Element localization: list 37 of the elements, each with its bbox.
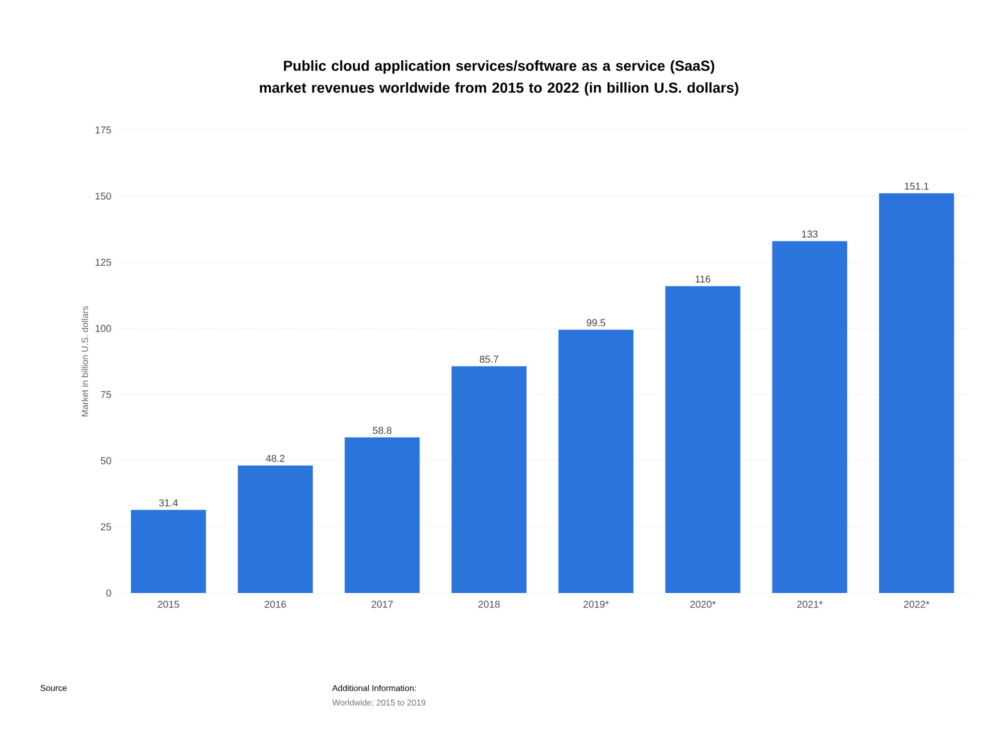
data-label: 151.1 [904,182,929,190]
y-tick-label: 0 [106,589,112,597]
data-label: 48.2 [266,454,285,462]
x-tick-label: 2017 [372,600,393,608]
x-tick-label: 2022* [904,600,930,608]
y-tick-label: 50 [100,457,112,464]
data-label: 99.5 [586,319,606,326]
bar [238,465,313,593]
bar [452,366,527,593]
chart-title: Public cloud application services/software as a service (SaaS) market revenues worldwide from 2015 to 2022 (in billion U.S. dollars) [260,60,738,96]
bar [130,510,206,593]
y-axis-title: Market in billion U.S. dollars [81,306,88,416]
bar [665,286,740,593]
text: Additional Information: [332,684,416,692]
y-tick-label: 125 [96,258,112,266]
x-tick-label: 2018 [478,600,500,608]
data-label: 85.7 [480,356,498,363]
y-tick-label: 25 [100,523,112,530]
text: Source [40,684,67,691]
y-tick-label: 100 [96,324,112,332]
data-label: 58.8 [372,426,392,434]
data-label: 116 [696,276,710,283]
bar [772,241,848,593]
data-label: 31.4 [159,499,178,506]
bar [558,330,634,593]
y-tick-label: 75 [100,391,112,398]
x-tick-label: 2016 [264,600,286,608]
data-label: 133 [802,230,818,238]
text: Worldwide; 2015 to 2019 [332,699,426,707]
x-tick-label: 2021* [797,600,823,608]
x-tick-label: 2019* [583,600,609,608]
x-tick-label: 2020* [690,600,716,608]
bar [344,437,420,593]
x-tick-label: 2015 [158,600,180,608]
y-tick-label: 150 [96,192,112,200]
bar [879,193,954,593]
y-tick-label: 175 [96,126,112,134]
